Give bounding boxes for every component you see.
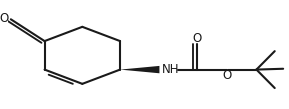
Polygon shape	[120, 66, 160, 73]
Text: O: O	[0, 12, 8, 25]
Text: O: O	[223, 69, 232, 83]
Text: O: O	[193, 32, 202, 45]
Text: NH: NH	[162, 63, 179, 76]
